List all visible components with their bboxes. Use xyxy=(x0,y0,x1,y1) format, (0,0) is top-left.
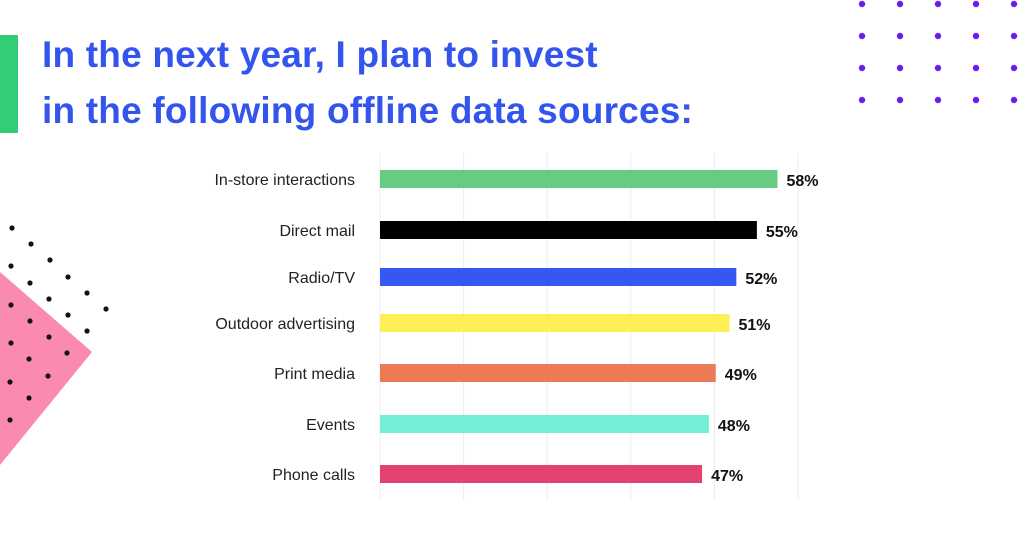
bar xyxy=(380,221,757,239)
dot xyxy=(858,64,866,72)
dot xyxy=(934,32,942,40)
dot xyxy=(84,328,90,334)
dot xyxy=(934,64,942,72)
pink-triangle-decoration xyxy=(0,272,92,465)
dot xyxy=(972,32,980,40)
category-label: Direct mail xyxy=(279,223,355,240)
category-label: In-store interactions xyxy=(214,172,355,189)
value-label: 52% xyxy=(745,271,777,288)
bar xyxy=(380,415,709,433)
dot xyxy=(64,350,70,356)
value-label: 51% xyxy=(738,317,770,334)
dot xyxy=(934,0,942,8)
dot xyxy=(46,296,52,302)
dot xyxy=(1010,32,1018,40)
dot xyxy=(26,395,32,401)
dot xyxy=(7,379,13,385)
dot xyxy=(896,32,904,40)
bar xyxy=(380,314,730,332)
gridlines xyxy=(379,153,799,500)
dot xyxy=(858,32,866,40)
value-label: 48% xyxy=(718,418,750,435)
dot xyxy=(896,64,904,72)
dot xyxy=(8,263,14,269)
dot xyxy=(65,274,71,280)
dot xyxy=(934,96,942,104)
value-label: 47% xyxy=(711,468,743,485)
chart-title-line-2: in the following offline data sources: xyxy=(42,90,694,131)
dot xyxy=(1010,64,1018,72)
dot xyxy=(27,318,33,324)
dot xyxy=(65,312,71,318)
purple-dot-grid xyxy=(858,0,1018,104)
bar xyxy=(380,268,737,286)
category-label: Radio/TV xyxy=(288,270,355,287)
category-label: Phone calls xyxy=(272,467,355,484)
value-label: 49% xyxy=(725,367,757,384)
category-label: Events xyxy=(306,417,355,434)
dot xyxy=(972,96,980,104)
dot xyxy=(1010,96,1018,104)
bars: In-store interactions 58% Direct mail 55% Ra… xyxy=(214,170,818,485)
category-label: Print media xyxy=(274,366,355,383)
dot xyxy=(84,290,90,296)
title-accent-bar xyxy=(0,35,18,133)
bar xyxy=(380,465,703,483)
category-label: Outdoor advertising xyxy=(215,316,355,333)
dot xyxy=(8,302,14,308)
dot xyxy=(27,280,33,286)
dot xyxy=(896,96,904,104)
chart-title-line-1: In the next year, I plan to invest xyxy=(42,34,598,75)
bar xyxy=(380,364,716,382)
dot xyxy=(972,0,980,8)
dot xyxy=(858,96,866,104)
dot xyxy=(858,0,866,8)
dot xyxy=(8,340,14,346)
dot xyxy=(896,0,904,8)
black-dot-pattern xyxy=(7,225,109,423)
dot xyxy=(47,257,53,263)
value-label: 55% xyxy=(766,224,798,241)
dot xyxy=(28,241,34,247)
dot xyxy=(26,356,32,362)
value-label: 58% xyxy=(786,173,818,190)
dot xyxy=(9,225,15,231)
dot xyxy=(46,334,52,340)
dot xyxy=(45,373,51,379)
dot xyxy=(972,64,980,72)
dot xyxy=(1010,0,1018,8)
dot xyxy=(7,417,13,423)
dot xyxy=(103,306,109,312)
bar xyxy=(380,170,778,188)
